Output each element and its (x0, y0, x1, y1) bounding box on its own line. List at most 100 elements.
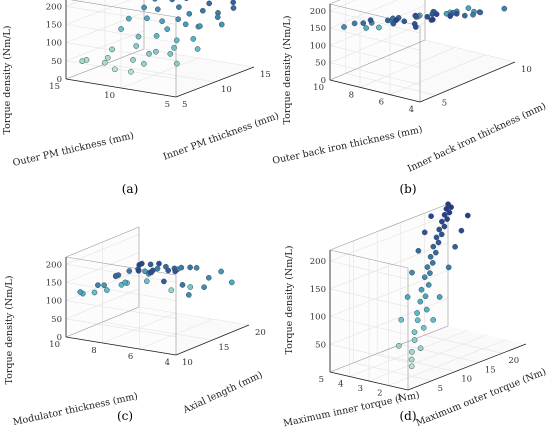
data-point (470, 11, 476, 18)
data-point (153, 48, 159, 55)
z-tick-label: 50 (315, 340, 326, 350)
data-point (130, 57, 136, 63)
data-point (133, 43, 140, 49)
grid-line (329, 298, 449, 345)
data-point (178, 264, 185, 271)
data-point (111, 66, 118, 73)
data-point (91, 289, 98, 296)
data-point (109, 46, 115, 53)
grid-line (120, 57, 200, 89)
grid-line (329, 10, 421, 34)
data-point (429, 260, 436, 266)
data-point (136, 262, 143, 268)
grid-line (329, 214, 449, 262)
data-point (152, 0, 158, 2)
data-point (430, 243, 437, 250)
grid-line (329, 242, 449, 290)
data-point (95, 282, 101, 288)
data-point (104, 54, 111, 61)
z-tick-label: 150 (46, 21, 62, 31)
data-point (135, 267, 142, 274)
data-point (404, 294, 411, 300)
y-tick-label: 8 (91, 346, 96, 356)
panel-label: (b) (399, 182, 416, 196)
grid-line (329, 62, 421, 85)
y-tick-label: 5 (165, 100, 170, 110)
side-wall-plane (66, 257, 176, 355)
data-point (424, 13, 431, 20)
grid-line (329, 22, 426, 63)
data-point (77, 289, 84, 295)
data-point (417, 298, 424, 305)
box-edge (329, 249, 409, 269)
x-axis-label: Inner back iron thickness (mm) (406, 101, 548, 175)
z-tick-label: 100 (310, 313, 326, 323)
data-point (153, 33, 160, 39)
box-edge (65, 256, 177, 276)
data-point (185, 292, 192, 298)
data-point (446, 209, 453, 216)
z-tick-label: 150 (46, 279, 62, 289)
data-point (144, 15, 150, 22)
z-tick-label: 0 (321, 76, 326, 86)
data-point (441, 223, 448, 230)
z-axis-label: Torque density (Nm/L) (284, 246, 295, 355)
data-point (433, 234, 440, 241)
grid-line (65, 300, 177, 319)
y-axis-label: Outer back iron thickness (mm) (271, 124, 423, 167)
grid-line (65, 264, 177, 283)
z-tick-label: 50 (315, 59, 326, 69)
panel-label: (a) (122, 182, 139, 196)
z-tick-label: 200 (46, 260, 62, 270)
data-point (428, 213, 434, 220)
z-tick-label: 50 (51, 57, 62, 67)
z-tick-label: 100 (310, 42, 326, 52)
box-edge (329, 325, 449, 373)
data-point (172, 268, 179, 275)
data-point (159, 18, 165, 25)
y-axis (329, 371, 409, 391)
z-tick-label: 200 (310, 257, 326, 267)
data-point (427, 270, 433, 276)
data-point (164, 26, 171, 32)
x-tick-label: 20 (255, 328, 266, 338)
data-point (230, 5, 237, 11)
data-point (201, 284, 207, 291)
grid-line (329, 288, 409, 308)
y-tick-label: 15 (49, 82, 60, 92)
data-point (423, 306, 430, 313)
grid-line (65, 6, 177, 25)
x-tick-label: 10 (182, 358, 193, 368)
z-tick-label: 50 (51, 315, 62, 325)
data-point (193, 264, 200, 271)
data-point (146, 50, 152, 57)
data-point (154, 265, 161, 272)
grid-line (359, 47, 456, 88)
data-point (436, 226, 443, 233)
y-tick-label: 10 (49, 340, 60, 350)
grid-line (65, 288, 140, 320)
data-point (420, 324, 427, 331)
data-point (122, 279, 129, 286)
data-point (175, 16, 182, 23)
grid-line (349, 330, 468, 377)
data-point (168, 287, 175, 294)
data-point (501, 5, 508, 12)
data-point (448, 204, 454, 211)
grid-line (138, 306, 250, 326)
data-point (184, 0, 189, 2)
data-point (421, 274, 428, 281)
data-point (438, 231, 445, 238)
z-axis-label: Torque density (Nm/L) (282, 16, 293, 125)
y-tick-label: 10 (313, 83, 324, 93)
x-tick-label: 15 (219, 343, 230, 353)
grid-line (65, 60, 177, 80)
x-tick-label: 10 (461, 375, 472, 385)
data-point (182, 21, 189, 28)
data-point (197, 23, 203, 29)
data-point (173, 37, 180, 44)
data-point (128, 68, 134, 75)
grid-line (65, 234, 140, 265)
